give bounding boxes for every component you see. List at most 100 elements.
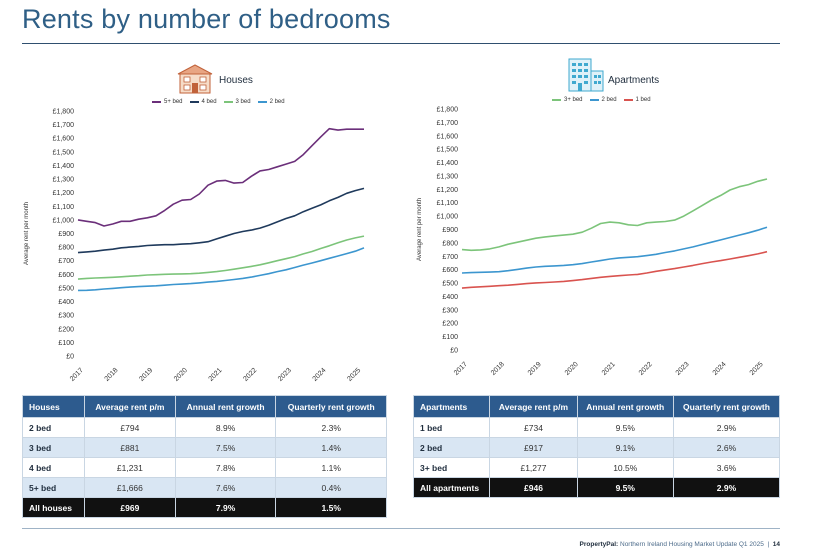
x-tick-label: 2019 — [138, 367, 154, 383]
x-tick-label: 2020 — [173, 367, 189, 383]
y-tick-label: £900 — [442, 227, 458, 234]
x-tick-label: 2024 — [312, 367, 328, 383]
table-cell: 8.9% — [174, 417, 277, 438]
footer-text: Northern Ireland Housing Market Update Q… — [620, 541, 764, 548]
y-axis-label: Average rent per month — [24, 202, 30, 265]
table-cell: 7.5% — [174, 437, 277, 458]
table-cell: £1,666 — [83, 477, 176, 498]
x-tick-label: 2022 — [638, 361, 654, 377]
y-tick-label: £700 — [442, 254, 458, 261]
house-icon — [177, 64, 213, 94]
table-cell: £734 — [489, 417, 578, 438]
table-header-cell: Houses — [22, 395, 85, 418]
y-tick-label: £1,600 — [437, 133, 459, 140]
table-row: 3 bed £881 7.5% 1.4% — [22, 437, 387, 458]
table-row: 1 bed £734 9.5% 2.9% — [412, 417, 781, 438]
table-cell: £946 — [489, 477, 578, 498]
legend-item: 2 bed — [257, 99, 285, 105]
legend-swatch — [152, 101, 161, 103]
table-header-cell: Quarterly rent growth — [672, 395, 781, 418]
legend-swatch — [223, 101, 233, 103]
legend-swatch — [552, 99, 561, 101]
table-row: 4 bed £1,231 7.8% 1.1% — [22, 457, 387, 478]
legend-swatch — [623, 99, 633, 101]
y-tick-label: £1,200 — [53, 190, 75, 197]
page-title: Rents by number of bedrooms — [22, 4, 391, 34]
y-tick-label: £200 — [442, 321, 458, 328]
table-cell: £1,277 — [489, 457, 578, 478]
y-tick-label: £1,300 — [53, 177, 75, 184]
legend-item: 4 bed — [189, 99, 217, 105]
x-tick-label: 2019 — [527, 361, 543, 377]
table-header-cell: Average rent p/m — [83, 395, 176, 418]
apartments-line-chart: £0 £100 £200 £300 £400 £500 £600 £700 £800 £900 £1… — [417, 107, 768, 377]
table-cell: 1.1% — [275, 457, 387, 478]
apartments-legend: 3+ bed 2 bed 1 bed — [552, 97, 651, 103]
title-divider — [22, 43, 780, 44]
y-tick-label: £700 — [58, 258, 74, 265]
table-cell: 9.1% — [576, 437, 674, 458]
table-header-cell: Annual rent growth — [174, 395, 277, 418]
table-cell: 1.5% — [275, 497, 387, 518]
y-tick-label: £500 — [58, 285, 74, 292]
y-tick-label: £400 — [58, 299, 74, 306]
table-cell: £881 — [83, 437, 176, 458]
legend-label: 5+ bed — [164, 99, 183, 105]
footer-separator: | — [767, 541, 770, 548]
apartment-icon — [568, 58, 604, 92]
y-tick-label: £1,000 — [53, 217, 75, 224]
x-tick-label: 2025 — [749, 361, 765, 377]
houses-line-chart: £0 £100 £200 £300 £400 £500 £600 £700 £800 £900 £1… — [24, 109, 365, 383]
legend-item: 5+ bed — [152, 99, 183, 105]
table-cell: 2 bed — [412, 437, 491, 458]
y-tick-label: £1,800 — [53, 109, 75, 116]
x-tick-label: 2017 — [453, 361, 469, 377]
table-header-row: Houses Average rent p/m Annual rent grow… — [22, 395, 387, 418]
y-tick-label: £800 — [442, 240, 458, 247]
y-tick-label: £0 — [66, 354, 74, 361]
table-total-row: All apartments £946 9.5% 2.9% — [412, 477, 781, 498]
legend-item: 2 bed — [589, 97, 617, 103]
x-tick-label: 2021 — [601, 361, 617, 377]
y-tick-label: £1,700 — [437, 120, 459, 127]
houses-table: Houses Average rent p/m Annual rent grow… — [22, 395, 387, 518]
houses-chart-title: Houses — [219, 75, 253, 86]
legend-label: 3 bed — [235, 99, 251, 105]
y-tick-label: £100 — [442, 334, 458, 341]
table-cell: 1 bed — [412, 417, 491, 438]
series-line — [461, 178, 768, 252]
y-tick-label: £1,500 — [53, 149, 75, 156]
footer-brand: PropertyPal: — [579, 541, 619, 548]
y-tick-label: £1,700 — [53, 122, 75, 129]
table-cell: 3.6% — [672, 457, 781, 478]
footer-divider — [22, 528, 780, 529]
table-cell: 2.9% — [672, 477, 781, 498]
x-tick-label: 2022 — [242, 367, 258, 383]
table-row: 3+ bed £1,277 10.5% 3.6% — [412, 457, 781, 478]
table-cell: £969 — [83, 497, 176, 518]
table-cell: 7.8% — [174, 457, 277, 478]
table-row: 2 bed £794 8.9% 2.3% — [22, 417, 387, 438]
y-tick-label: £1,400 — [53, 163, 75, 170]
series-line — [461, 250, 768, 289]
houses-legend: 5+ bed 4 bed 3 bed 2 bed — [152, 99, 285, 105]
table-cell: £794 — [83, 417, 176, 438]
page-number: 14 — [772, 541, 780, 548]
table-cell: 7.6% — [174, 477, 277, 498]
table-row: 5+ bed £1,666 7.6% 0.4% — [22, 477, 387, 498]
y-tick-label: £600 — [58, 272, 74, 279]
series-line — [77, 235, 365, 280]
legend-item: 3 bed — [223, 99, 251, 105]
y-tick-label: £1,300 — [437, 173, 459, 180]
apartments-chart-title: Apartments — [608, 75, 660, 86]
table-cell: 3 bed — [22, 437, 85, 458]
table-cell: 2.6% — [672, 437, 781, 458]
y-tick-label: £1,500 — [437, 147, 459, 154]
table-cell: 3+ bed — [412, 457, 491, 478]
legend-label: 1 bed — [635, 97, 651, 103]
legend-label: 4 bed — [201, 99, 217, 105]
table-cell: 9.5% — [576, 477, 674, 498]
table-cell: All apartments — [412, 477, 491, 498]
legend-swatch — [257, 101, 267, 103]
series-line — [77, 187, 365, 254]
